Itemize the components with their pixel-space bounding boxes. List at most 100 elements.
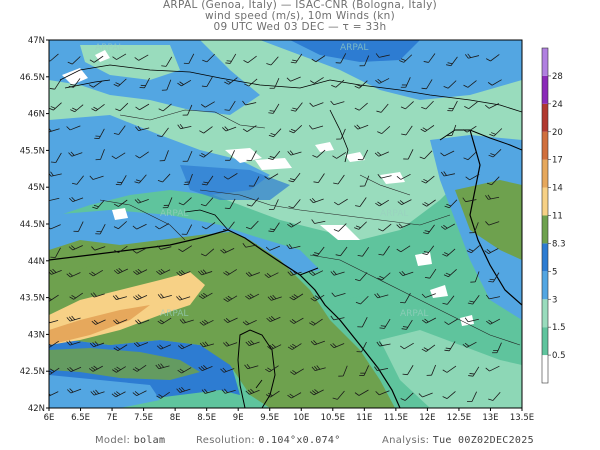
wind-barb — [242, 125, 257, 132]
wind-barb — [288, 199, 301, 209]
wind-barb — [355, 272, 368, 282]
wind-barb — [159, 150, 169, 162]
wind-barb — [488, 149, 502, 158]
wind-barb — [354, 80, 368, 89]
wind-barb — [91, 319, 106, 325]
wind-barb — [69, 292, 84, 300]
wind-speed-field — [49, 40, 522, 408]
lon-tick-label: 11E — [356, 413, 372, 423]
wind-barb — [199, 150, 213, 158]
wind-barb — [420, 125, 435, 132]
wind-barb — [462, 125, 477, 133]
wind-barb — [182, 104, 193, 116]
lat-tick-label: 42N — [28, 404, 45, 414]
wind-barb — [485, 194, 500, 200]
wind-barb — [311, 219, 326, 224]
wind-barb — [286, 76, 301, 82]
wind-barb — [111, 391, 126, 398]
wind-barb — [91, 103, 105, 112]
wind-barb — [245, 220, 259, 230]
wind-barb — [268, 103, 280, 114]
wind-barb — [312, 246, 325, 257]
analysis-value: Tue 00Z02DEC2025 — [432, 435, 534, 446]
wind-barb — [336, 128, 346, 140]
wind-barb — [331, 79, 345, 88]
wind-barb — [156, 391, 170, 399]
svg-text:ARPAL: ARPAL — [340, 43, 368, 53]
wind-barb — [134, 174, 147, 184]
wind-barb — [399, 54, 413, 63]
wind-barb — [443, 269, 457, 278]
wind-barb — [376, 103, 389, 113]
colorbar-label: 24 — [552, 100, 563, 110]
wind-barb — [488, 391, 501, 401]
wind-barb — [400, 77, 411, 88]
wind-barb — [68, 78, 81, 88]
wind-barb — [402, 365, 414, 376]
colorbar-segment — [542, 299, 548, 328]
wind-barb — [486, 176, 500, 186]
wind-barb — [91, 246, 106, 251]
lat-tick-label: 47N — [28, 36, 45, 46]
wind-barb — [157, 317, 172, 325]
wind-barb — [444, 199, 458, 209]
wind-barb — [470, 271, 480, 283]
wind-barb — [396, 173, 411, 180]
wind-barb — [419, 150, 433, 160]
wind-barb — [198, 365, 213, 372]
wind-barb — [95, 224, 106, 235]
lon-tick-label: 13.5E — [510, 413, 534, 423]
wind-barb — [286, 244, 301, 250]
wind-barb — [179, 318, 194, 324]
header-variable: wind speed (m/s), 10m Winds (kn) — [205, 10, 395, 22]
wind-barb — [49, 224, 61, 230]
lon-tick-label: 11.5E — [384, 413, 408, 423]
lon-tick-label: 12.5E — [447, 413, 471, 423]
wind-barb — [88, 365, 103, 372]
wind-barb — [50, 247, 61, 258]
wind-barb — [444, 318, 459, 325]
wind-barb — [67, 366, 82, 372]
wind-barb — [113, 78, 127, 87]
wind-barb — [400, 101, 414, 110]
wind-barb — [112, 294, 127, 300]
wind-barb — [222, 126, 237, 132]
lon-tick-label: 7E — [107, 413, 118, 423]
wind-barb — [487, 79, 502, 86]
svg-text:ARPAL: ARPAL — [380, 209, 408, 219]
wind-barb — [290, 102, 303, 112]
wind-barb — [423, 224, 435, 235]
wind-barb — [400, 293, 411, 304]
wind-barb — [440, 223, 455, 230]
wind-barb — [223, 295, 238, 302]
wind-barb — [379, 318, 391, 329]
wind-barb — [201, 222, 216, 230]
wind-barb — [355, 295, 369, 305]
wind-barb — [264, 272, 279, 278]
wind-barb — [442, 391, 456, 399]
lon-tick-label: 10.5E — [321, 413, 345, 423]
wind-barb — [176, 295, 191, 301]
wind-barb — [288, 172, 301, 183]
wind-barb — [70, 104, 84, 113]
wind-barb — [200, 197, 214, 207]
wind-barb — [374, 293, 389, 299]
resolution-label: Resolution: — [196, 435, 255, 446]
wind-barb — [396, 245, 411, 253]
wind-barb — [134, 54, 149, 61]
wind-barb — [267, 343, 282, 350]
wind-barb — [176, 386, 191, 393]
wind-barb — [421, 79, 433, 90]
model-value: bolam — [133, 435, 166, 446]
wind-barb — [113, 125, 126, 135]
wind-barb — [396, 223, 411, 229]
wind-barb — [462, 197, 477, 203]
lat-tick-label: 42.5N — [20, 367, 45, 377]
wind-barb — [201, 175, 214, 186]
wind-barb — [135, 103, 150, 111]
wind-barb — [268, 199, 279, 210]
longitude-axis: 6E 6.5E 7E 7.5E 8E 8.5E 9E 9.5E 10E 10.5E 11E 11.5E… — [44, 408, 534, 423]
wind-barb — [223, 317, 238, 323]
wind-barb — [90, 292, 105, 298]
